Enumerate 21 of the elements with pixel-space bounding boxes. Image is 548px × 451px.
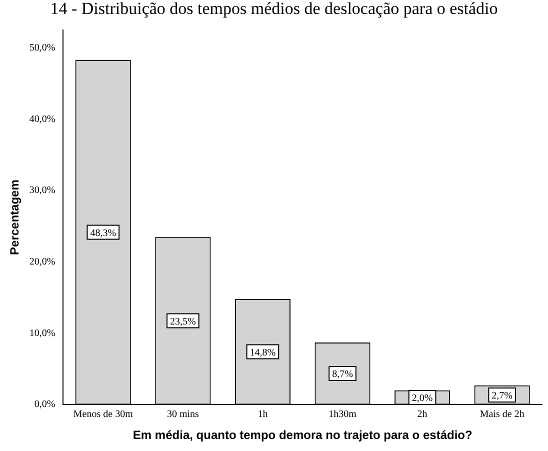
- y-tick-label: 40,0%: [29, 114, 56, 125]
- x-axis-title: Em média, quanto tempo demora no trajeto para o estádio?: [132, 428, 472, 442]
- y-tick-label: 10,0%: [29, 328, 56, 339]
- x-tick-label: 1h30m: [328, 409, 357, 420]
- x-tick-label: 2h: [417, 409, 428, 420]
- y-tick-label: 30,0%: [29, 185, 56, 196]
- data-label: 14,8%: [250, 347, 276, 358]
- data-label: 8,7%: [332, 369, 353, 380]
- x-tick-label: 30 mins: [166, 409, 200, 420]
- y-tick-label: 20,0%: [29, 256, 56, 268]
- y-tick-label: 50,0%: [29, 42, 56, 54]
- y-axis-title: Percentagem: [8, 180, 22, 255]
- data-label: 23,5%: [170, 316, 196, 328]
- x-tick-label: 1h: [258, 409, 268, 420]
- chart-title: 14 - Distribuição dos tempos médios de deslocação para o estádio: [49, 0, 499, 20]
- data-label: 2,7%: [492, 390, 513, 402]
- y-tick-label: 0,0%: [34, 399, 56, 410]
- data-label: 2,0%: [412, 393, 433, 404]
- x-tick-label: Menos de 30m: [73, 409, 134, 420]
- x-tick-label: Mais de 2h: [480, 409, 524, 420]
- data-label: 48,3%: [90, 228, 116, 239]
